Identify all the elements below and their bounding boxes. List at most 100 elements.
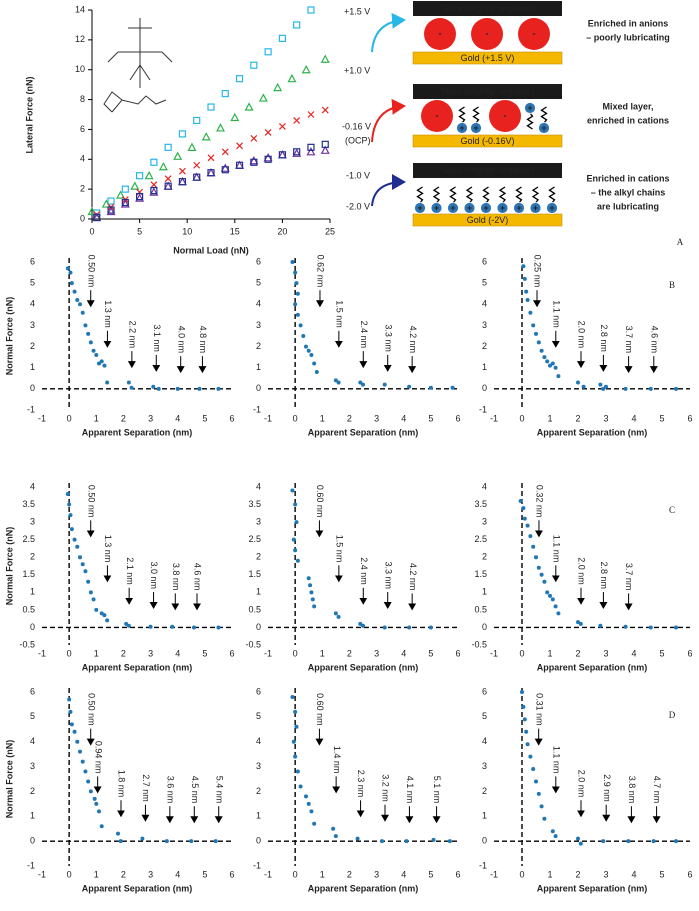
data-point <box>528 534 533 539</box>
triangle-marker <box>149 187 159 196</box>
x-tick-label: 0 <box>67 869 72 879</box>
x-tick-label: 3 <box>148 413 153 423</box>
silica-bar <box>413 84 562 99</box>
data-point <box>189 839 194 844</box>
annotation-label: 0.50 nm <box>86 693 96 726</box>
data-point <box>294 281 299 286</box>
annotation-label: 2.0 nm <box>577 770 587 798</box>
data-point <box>216 625 221 630</box>
square-marker <box>250 158 258 166</box>
x-tick-label: 5 <box>659 869 664 879</box>
data-point <box>576 836 580 841</box>
data-point <box>97 809 101 814</box>
silica-bar <box>413 163 562 178</box>
x-tick-label: 1 <box>547 413 552 423</box>
x-tick-label: 6 <box>687 869 692 879</box>
triangle-marker <box>130 181 140 190</box>
cation-sign: + <box>516 203 521 213</box>
cation: + <box>456 106 468 134</box>
y-tick-label: 6 <box>482 256 487 266</box>
square-marker <box>193 173 201 181</box>
annotation-label: 4.2 nm <box>408 563 418 591</box>
y-tick-label: -1 <box>253 860 261 870</box>
data-point <box>72 729 77 734</box>
series-note: (OCP) <box>345 135 371 145</box>
square-marker <box>235 75 244 83</box>
x-tick-label: -1 <box>38 869 46 879</box>
cation: + <box>546 186 558 214</box>
y-tick-label: 1 <box>30 362 35 372</box>
annotation-label: 0.62 nm <box>316 255 326 288</box>
x-tick-label: 6 <box>455 413 460 423</box>
x-tick-label: 4 <box>175 648 180 658</box>
cation: + <box>538 106 550 134</box>
data-point <box>536 340 541 345</box>
x-tick-label: 5 <box>202 869 207 879</box>
x-tick-label: -1 <box>490 648 498 658</box>
y-tick-label: 5 <box>482 278 487 288</box>
data-point <box>306 576 311 581</box>
y-tick-label: 4 <box>482 736 487 746</box>
annotation-label: 1.8 nm <box>117 770 127 798</box>
data-point <box>294 520 299 525</box>
square-marker <box>278 151 286 159</box>
data-point <box>148 624 153 629</box>
data-point <box>65 266 70 271</box>
data-point <box>550 829 555 834</box>
data-point <box>118 839 123 844</box>
data-point <box>404 839 409 844</box>
data-point <box>407 625 412 630</box>
data-point <box>293 302 298 307</box>
annotation-label: 0.32 nm <box>535 485 545 518</box>
y-tick-label: 6 <box>256 256 261 266</box>
data-point <box>556 611 561 616</box>
data-point <box>293 548 298 553</box>
y-tick-label: 0 <box>482 622 487 632</box>
series-label: +1.0 V <box>344 65 370 75</box>
data-point <box>309 809 314 814</box>
data-point <box>69 527 74 532</box>
data-point <box>534 779 538 784</box>
y-tick-label: 0 <box>256 383 261 393</box>
data-point <box>291 739 296 744</box>
y-tick-label: 4 <box>30 299 35 309</box>
y-tick-label: -1 <box>253 404 261 414</box>
data-point <box>380 839 384 844</box>
x-marker <box>278 123 286 130</box>
anion-ball <box>424 18 456 50</box>
triangle-marker <box>220 163 230 172</box>
triangle-marker <box>244 102 254 111</box>
anion-ball <box>471 18 503 50</box>
data-point <box>542 579 547 584</box>
annotation-label: 3.1 nm <box>152 324 162 352</box>
triangle-marker <box>158 161 168 171</box>
annotation-label: 2.8 nm <box>599 561 609 589</box>
annotation-label: 3.8 nm <box>171 563 181 591</box>
x-tick-label: 0 <box>293 869 298 879</box>
anion-sign: - <box>504 110 507 120</box>
x-marker <box>207 154 215 162</box>
square-marker <box>121 198 129 207</box>
data-point <box>601 386 606 391</box>
data-point <box>116 831 120 836</box>
x-tick-label: 6 <box>229 869 234 879</box>
triangle-marker <box>106 206 116 216</box>
triangle-marker <box>87 206 97 216</box>
x-tick-label: -1 <box>264 869 272 879</box>
data-point <box>99 359 104 364</box>
y-tick-label: 6 <box>482 686 487 696</box>
data-point <box>525 523 530 528</box>
square-marker <box>307 6 315 14</box>
data-point <box>528 754 533 759</box>
gold-bar <box>412 51 563 65</box>
x-tick-label: 2 <box>347 648 352 658</box>
data-point <box>534 555 538 560</box>
annotation-label: 5.4 nm <box>214 776 224 804</box>
data-point <box>65 492 70 497</box>
square-marker <box>207 169 215 177</box>
anion-ball <box>518 18 550 50</box>
cation: + <box>524 102 536 130</box>
annotation-label: 3.2 nm <box>381 774 391 802</box>
panel-letter: B <box>669 280 675 290</box>
square-marker <box>221 89 229 98</box>
